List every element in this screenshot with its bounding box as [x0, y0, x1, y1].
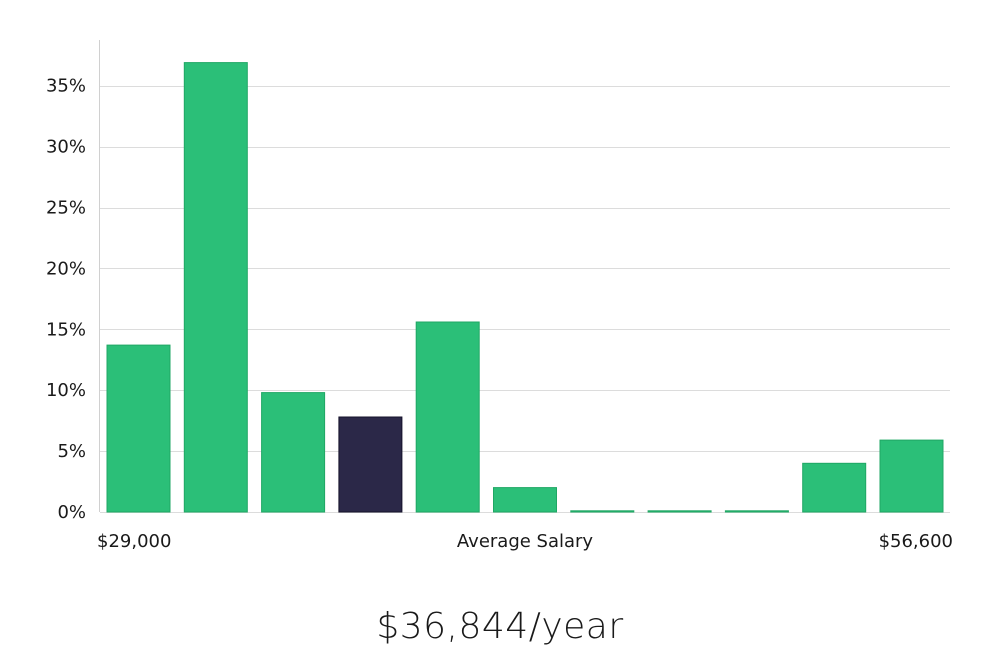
- y-axis-ticks: 0% 5% 10% 15% 20% 25% 30% 35%: [46, 76, 86, 523]
- y-tick-label: 30%: [46, 137, 86, 158]
- y-tick-label: 20%: [46, 258, 86, 279]
- y-tick-label: 25%: [46, 198, 86, 219]
- bar: [493, 487, 557, 513]
- bar: [724, 510, 789, 513]
- salary-histogram: 0% 5% 10% 15% 20% 25% 30% 35% $29,000 Average S…: [46, 40, 953, 552]
- x-axis-title: Average Salary: [457, 531, 594, 552]
- average-salary-value: $36,844/year: [376, 606, 624, 647]
- bar: [879, 439, 944, 513]
- y-tick-label: 0%: [57, 502, 86, 523]
- y-tick-label: 10%: [46, 380, 86, 401]
- bar: [802, 462, 867, 513]
- bar: [106, 344, 171, 513]
- y-tick-label: 35%: [46, 76, 86, 97]
- x-max-label: $56,600: [879, 531, 953, 552]
- bars: [106, 62, 944, 513]
- bar: [415, 321, 480, 513]
- bar: [647, 510, 712, 513]
- y-tick-label: 15%: [46, 319, 86, 340]
- y-tick-label: 5%: [57, 441, 86, 462]
- x-min-label: $29,000: [97, 531, 171, 552]
- bar: [183, 62, 248, 513]
- bar: [570, 510, 635, 513]
- bar-highlighted-salary-bin: [338, 416, 403, 513]
- bar: [261, 392, 326, 513]
